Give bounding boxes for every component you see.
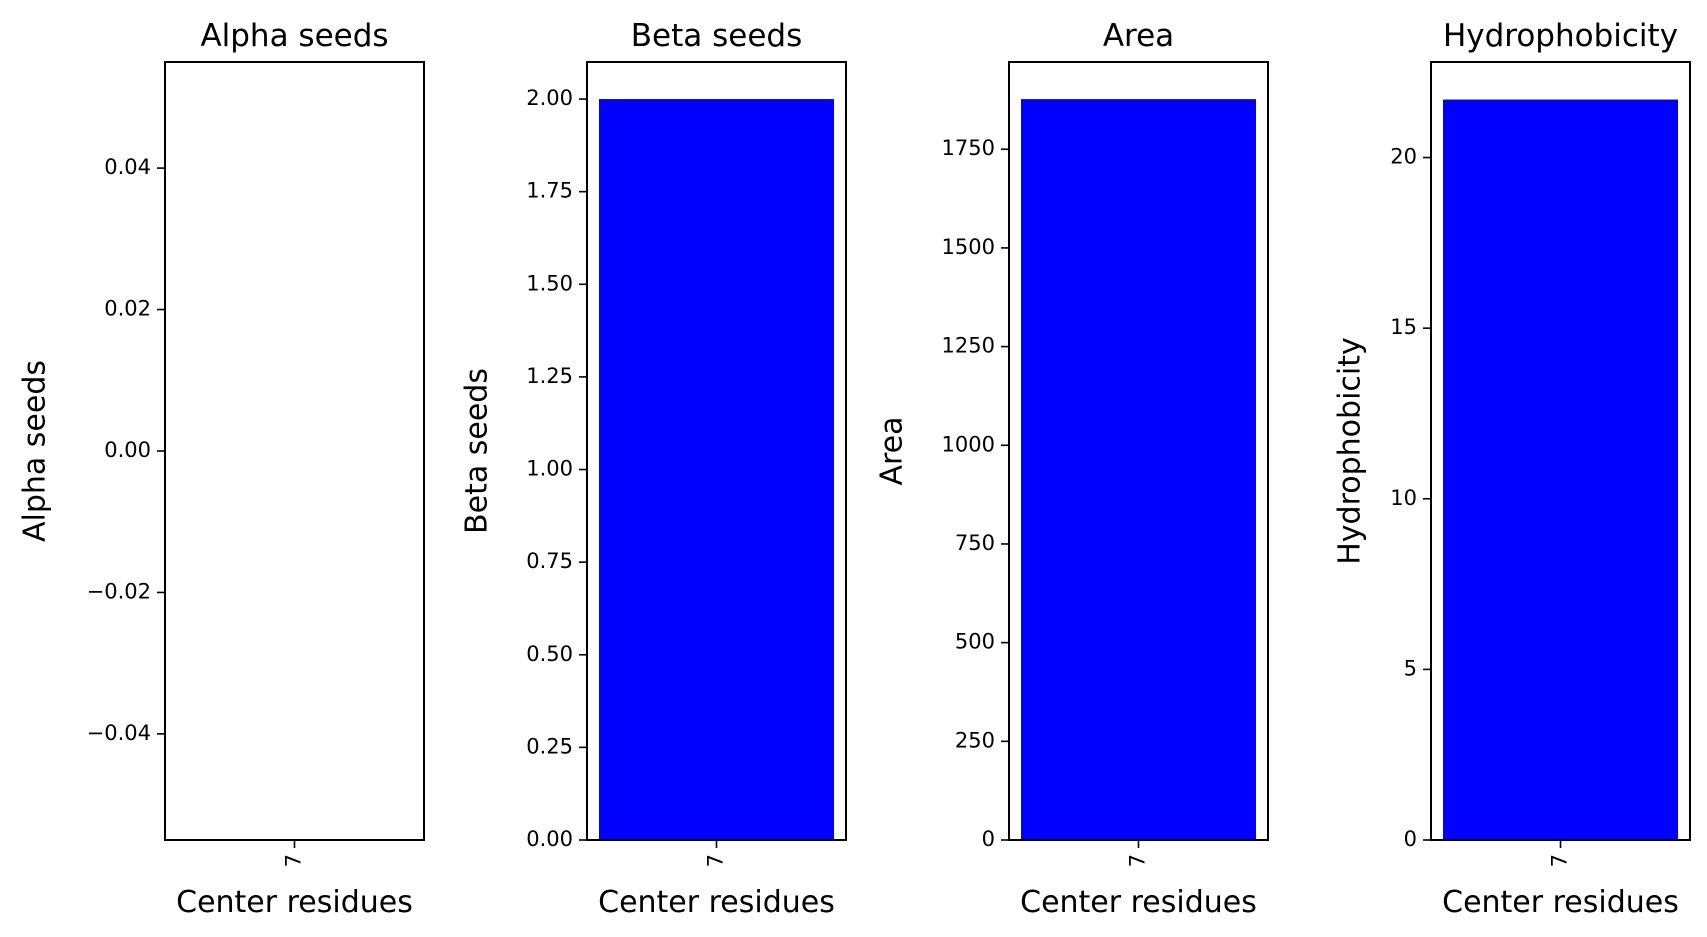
y-axis-label: Hydrophobicity [1333,337,1368,565]
x-tick-label: 7 [1126,854,1150,867]
y-axis-label: Beta seeds [460,368,495,534]
y-axis-label: Alpha seeds [18,360,53,542]
y-axis-label: Area [875,416,910,485]
y-tick-label: 5 [1404,656,1417,680]
y-tick-label: 1500 [942,235,995,259]
axes-frame [164,61,425,841]
y-tick-label: 1.75 [526,179,573,203]
y-tick-label: 1000 [942,432,995,456]
chart-title: Area [1103,18,1174,54]
y-tick-label: 0.02 [104,297,151,321]
subplot-4: 0 5 10 15 20 7 Hydrophobicity Center residues Hy… [1333,18,1691,920]
x-axis-label: Center residues [598,885,835,920]
x-axis-label: Center residues [1020,885,1257,920]
x-tick-label: 7 [282,854,306,867]
chart-title: Beta seeds [631,18,802,54]
bar [599,99,834,841]
y-tick-label: 1.50 [526,271,573,295]
x-tick-label: 7 [704,854,728,867]
subplot-1: 0.04 0.02 0.00 −0.02 −0.04 7 Alpha seeds Center… [18,18,425,920]
y-tick-label: −0.02 [87,579,151,603]
y-tick-label: 0.00 [104,438,151,462]
y-tick-label: 1.25 [526,364,573,388]
y-tick-label: 1250 [942,334,995,358]
y-tick-label: 1750 [942,136,995,160]
y-tick-label: 0 [982,827,995,851]
y-tick-label: 0.75 [526,549,573,573]
subplot-3: 0 250 500 750 1000 1250 1500 1750 7 Area Center re… [875,18,1269,920]
y-tick-label: 0.04 [104,155,151,179]
y-tick-label: −0.04 [87,721,151,745]
y-tick-label: 0.00 [526,827,573,851]
y-tick-label: 250 [955,728,995,752]
y-tick-label: 0.50 [526,642,573,666]
y-tick-label: 0 [1404,827,1417,851]
y-tick-label: 10 [1390,486,1417,510]
bar [1443,99,1678,840]
y-tick-label: 500 [955,630,995,654]
y-tick-label: 15 [1390,315,1417,339]
y-tick-label: 2.00 [526,86,573,110]
subplot-2: 0.00 0.25 0.50 0.75 1.00 1.25 1.50 1.75 2.00 7 Bet… [460,18,847,920]
bar [1021,99,1256,841]
y-tick-label: 1.00 [526,457,573,481]
x-tick-label: 7 [1548,854,1572,867]
x-axis-label: Center residues [1442,885,1679,920]
x-axis-label: Center residues [176,885,413,920]
y-tick-label: 0.25 [526,734,573,758]
y-tick-label: 750 [955,531,995,555]
y-tick-label: 20 [1390,145,1417,169]
chart-title: Alpha seeds [200,18,388,54]
chart-title: Hydrophobicity [1443,18,1678,54]
